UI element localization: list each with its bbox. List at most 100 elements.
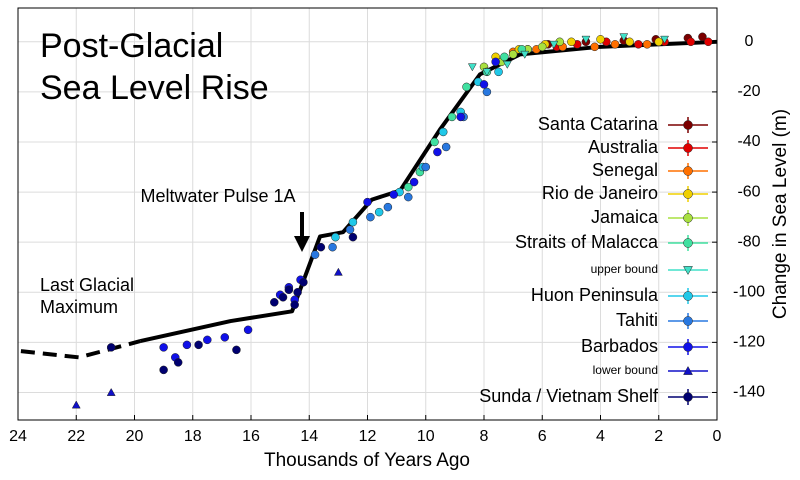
grid [17, 8, 718, 420]
legend-label: Senegal [592, 160, 658, 180]
y-tick-label: -40 [737, 133, 760, 150]
point [348, 217, 358, 227]
legend-label: Sunda / Vietnam Shelf [479, 386, 659, 406]
y-tick-label: -140 [733, 384, 765, 401]
legend-marker [683, 342, 693, 352]
point [71, 400, 81, 409]
legend-label: Australia [588, 137, 659, 157]
point [363, 197, 372, 207]
x-tick-label: 6 [538, 428, 547, 445]
x-tick-label: 16 [242, 428, 260, 445]
point [433, 147, 442, 157]
point [590, 42, 599, 52]
point [159, 365, 168, 375]
point [438, 127, 448, 137]
point [508, 50, 518, 59]
point [642, 40, 652, 49]
legend-label: Santa Catarina [538, 114, 659, 134]
title-line: Post-Glacial [40, 27, 223, 65]
annotation: Meltwater Pulse 1A [140, 186, 295, 206]
point [567, 37, 576, 47]
point [625, 37, 634, 47]
x-tick-label: 18 [184, 428, 202, 445]
legend-marker [683, 238, 693, 248]
point [549, 40, 559, 49]
point [610, 40, 620, 49]
annotation: Maximum [40, 297, 118, 317]
legend-marker [683, 266, 693, 276]
point [404, 192, 413, 202]
lines [20, 39, 718, 360]
y-tick-label: -60 [737, 183, 760, 200]
point [345, 225, 355, 234]
points [71, 32, 713, 409]
point [194, 340, 203, 350]
point [686, 37, 696, 47]
point [698, 32, 707, 42]
point [520, 50, 530, 59]
legend-label: Barbados [581, 336, 658, 356]
point [220, 333, 230, 342]
x-tick-label: 14 [300, 428, 318, 445]
point [106, 387, 116, 396]
point [447, 112, 457, 122]
point [660, 35, 669, 44]
point [502, 60, 512, 69]
point [173, 358, 183, 367]
point [482, 87, 492, 97]
point [383, 202, 393, 212]
title-line: Sea Level Rise [40, 69, 269, 107]
x-tick-label: 24 [9, 428, 27, 445]
point [581, 35, 591, 44]
point [299, 277, 308, 287]
point [479, 80, 489, 89]
annotation: Last Glacial [40, 275, 134, 295]
legend-label: Rio de Janeiro [542, 183, 658, 203]
point [538, 42, 547, 52]
point [232, 345, 241, 355]
point [482, 68, 492, 77]
x-tick-label: 0 [713, 428, 722, 445]
point [293, 288, 302, 297]
point [243, 325, 253, 335]
point [366, 212, 375, 222]
point [331, 232, 340, 242]
x-tick-label: 8 [480, 428, 489, 445]
y-tick-label: -80 [737, 233, 760, 250]
point [421, 162, 430, 172]
point [654, 37, 663, 47]
legend-marker [683, 392, 693, 402]
fit-curve [139, 39, 718, 344]
legend-marker [683, 291, 693, 301]
point [310, 250, 320, 259]
legend-label: Straits of Malacca [515, 232, 659, 252]
legend-marker [683, 365, 693, 375]
legend-marker [683, 120, 693, 130]
fit-curve [20, 339, 141, 360]
arrow-head [294, 236, 310, 252]
point [491, 57, 500, 67]
y-tick-label: -120 [733, 334, 765, 351]
legend-marker [683, 166, 693, 176]
point [328, 242, 337, 252]
point [704, 37, 713, 47]
y-tick-label: -100 [733, 283, 765, 300]
point [270, 298, 279, 307]
legend: Santa Catarina Australia Senegal Rio de Jan… [479, 114, 708, 406]
legend-label: Huon Peninsula [531, 285, 659, 305]
legend-label: Tahiti [616, 310, 658, 330]
point [456, 112, 465, 122]
x-tick-label: 10 [417, 428, 435, 445]
point [494, 67, 503, 77]
legend-label: upper bound [591, 262, 658, 276]
point [596, 35, 605, 44]
point [404, 182, 413, 192]
point [106, 343, 116, 352]
point [159, 343, 168, 352]
point [290, 300, 299, 310]
point [333, 267, 343, 276]
y-axis-label: Change in Sea Level (m) [770, 109, 791, 319]
point [182, 340, 192, 350]
legend-marker [683, 213, 693, 223]
